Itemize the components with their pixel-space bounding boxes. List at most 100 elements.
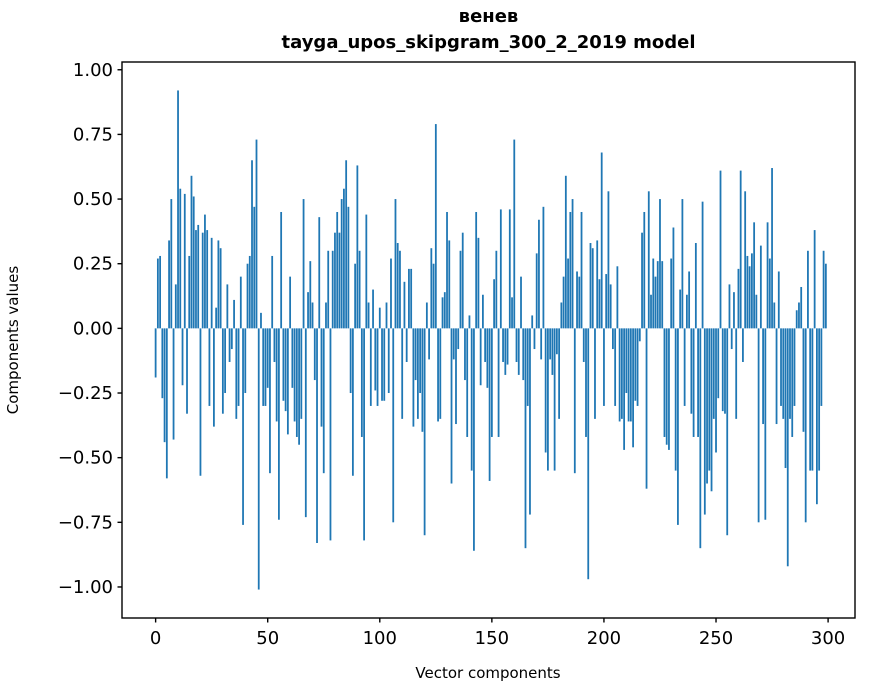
bar [811, 328, 814, 471]
bar [623, 328, 626, 450]
bar [549, 328, 552, 360]
bar [542, 206, 545, 329]
bar [320, 328, 323, 427]
bar [334, 232, 336, 329]
y-tick-label: 0.00 [73, 318, 113, 339]
bar [818, 328, 821, 471]
bar [309, 261, 312, 329]
bar [777, 271, 780, 329]
bar [237, 328, 240, 406]
bar [605, 274, 608, 329]
bar [600, 152, 603, 329]
bar [535, 253, 538, 329]
bar [378, 307, 381, 329]
bar [598, 279, 601, 329]
bar [159, 255, 161, 329]
bar [448, 240, 451, 329]
bar [724, 328, 726, 414]
bar [683, 328, 686, 406]
bar [791, 328, 794, 437]
bar [735, 328, 738, 419]
bar [780, 328, 782, 406]
bar [423, 328, 426, 536]
bar [325, 302, 327, 329]
bar [719, 170, 722, 329]
bar [228, 328, 231, 362]
axes-group: 1.00 0.75 0.50 0.25 0.00 −0.25 −0.50 −0.75 −1.00… [58, 60, 856, 649]
bar [390, 258, 392, 329]
bar [706, 328, 708, 484]
bar [587, 328, 590, 580]
bar [596, 240, 599, 329]
bar [690, 328, 693, 414]
bar [486, 328, 489, 388]
bar [197, 224, 200, 329]
bar [654, 276, 657, 329]
bar [307, 292, 309, 329]
bar [156, 258, 159, 329]
bar [497, 328, 500, 437]
bar [629, 328, 632, 422]
x-tick-label: 150 [475, 628, 509, 649]
bar [636, 328, 639, 406]
bar [235, 328, 238, 419]
bar [360, 328, 363, 437]
bar [555, 328, 558, 355]
bar [517, 328, 520, 375]
bar [221, 328, 224, 414]
bar [553, 328, 556, 471]
bar [226, 284, 229, 329]
bar [244, 328, 247, 394]
plot-border [121, 61, 856, 619]
bar [502, 328, 504, 362]
bar [759, 245, 762, 329]
bar [356, 165, 359, 329]
bar [757, 328, 760, 523]
bar [652, 258, 655, 329]
bar [612, 328, 614, 350]
bar [762, 328, 764, 425]
bar [255, 139, 258, 329]
bar [582, 328, 585, 362]
bar [650, 294, 652, 329]
bar [318, 217, 321, 329]
bar [728, 284, 731, 329]
bar [399, 250, 401, 329]
bar [432, 263, 435, 329]
bar [793, 328, 796, 406]
bar [215, 307, 218, 329]
bar [181, 328, 184, 386]
bar [347, 206, 350, 329]
bar [616, 266, 619, 329]
bar [495, 250, 498, 329]
bar [768, 258, 771, 329]
bar [585, 328, 587, 437]
bar [374, 328, 377, 391]
bar [820, 328, 823, 406]
bar [369, 328, 372, 406]
bar [396, 243, 399, 329]
bar [529, 328, 531, 515]
bar [750, 253, 753, 329]
bar [569, 211, 572, 329]
y-tick-label: −0.50 [58, 448, 113, 469]
bar [434, 124, 437, 329]
bar [257, 328, 260, 590]
bar [771, 168, 773, 329]
bar [800, 286, 803, 329]
bar [165, 328, 168, 479]
bar [773, 302, 776, 329]
bar [199, 328, 202, 476]
bar [692, 328, 695, 437]
bar [614, 328, 617, 406]
bar [789, 328, 791, 419]
bar [213, 328, 215, 427]
y-axis-label: Components values [4, 266, 22, 415]
bar [526, 328, 529, 406]
bar [186, 328, 188, 414]
bar [809, 328, 812, 471]
bar [766, 222, 769, 329]
bar [172, 328, 175, 440]
bar [262, 328, 265, 406]
